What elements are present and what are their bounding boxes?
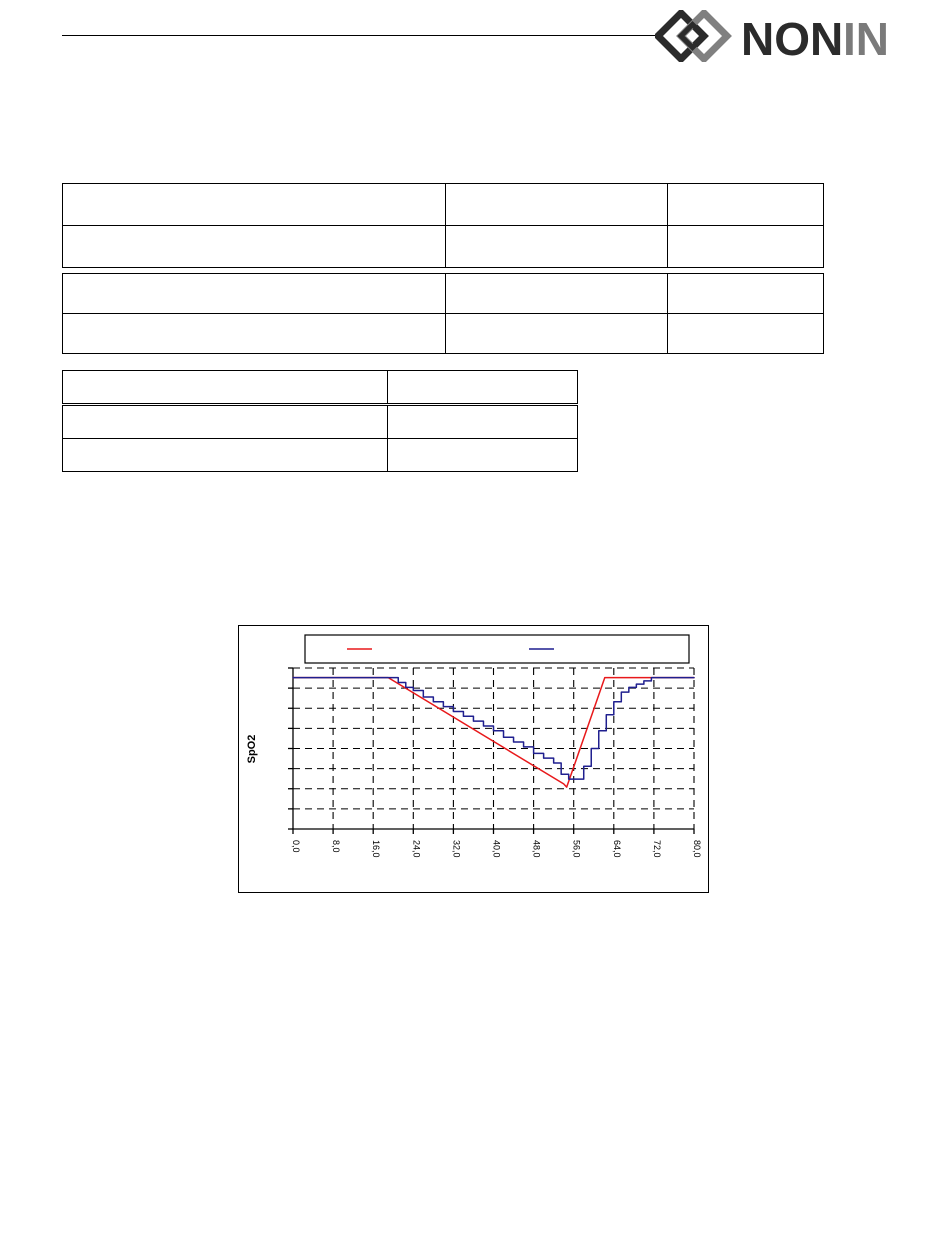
chart-series-series-blue (292, 676, 695, 780)
table-cell-right (667, 273, 824, 314)
chart-ylabel: SpO2 (246, 735, 258, 764)
table-row (62, 438, 578, 472)
table-cell-mid (445, 183, 668, 226)
chart-grid-horizontal (293, 667, 694, 830)
specifications-table-c (62, 370, 578, 472)
header-rule (62, 35, 660, 36)
chart-xticks (292, 829, 695, 834)
brand-wordmark-dark: NON (741, 13, 843, 62)
table-cell-value (387, 438, 578, 472)
table-row (62, 225, 824, 268)
table-cell-label (62, 225, 446, 268)
table-cell-label (62, 313, 446, 354)
chart-xtick-label: 64,0 (612, 840, 622, 858)
table-cell-mid (445, 313, 668, 354)
chart-xtick-label: 16,0 (371, 840, 381, 858)
table-row (62, 273, 824, 314)
chart-xtick-label: 32,0 (451, 840, 461, 858)
chart-grid-vertical (332, 668, 695, 829)
table-row (62, 313, 824, 354)
table-cell-right (667, 225, 824, 268)
chart-series (292, 676, 695, 788)
chart-xtick-labels: 0,0 8,0 16,0 24,0 32,0 40,0 48,0 56,0 64,0 72,0 80… (291, 840, 702, 858)
chart-xtick-label: 72,0 (652, 840, 662, 858)
chart-xtick-label: 80,0 (692, 840, 702, 858)
nonin-logo: NON IN (655, 10, 895, 62)
table-cell-value (387, 370, 578, 406)
table-cell-right (667, 313, 824, 354)
spo2-chart-svg: 0,0 8,0 16,0 24,0 32,0 40,0 48,0 56,0 64,0 72,0 80… (246, 634, 702, 858)
spo2-chart-figure: 0,0 8,0 16,0 24,0 32,0 40,0 48,0 56,0 64,0 72,0 80… (238, 625, 709, 893)
table-cell-label (62, 183, 446, 226)
brand-wordmark-light: IN (843, 13, 889, 62)
chart-xtick-label: 56,0 (572, 840, 582, 858)
diamond-core-icon (677, 20, 708, 52)
table-row (62, 183, 824, 226)
specifications-table-b (62, 273, 824, 354)
table-row (62, 404, 578, 439)
table-cell-label (62, 273, 446, 314)
nonin-logo-svg: NON IN (655, 10, 889, 62)
specifications-table-a (62, 183, 824, 268)
table-row (62, 370, 578, 406)
table-cell-label (62, 370, 388, 406)
table-cell-value (387, 404, 578, 439)
chart-yticks (288, 667, 293, 830)
chart-xtick-label: 24,0 (411, 840, 421, 858)
chart-xtick-label: 48,0 (532, 840, 542, 858)
table-cell-label (62, 438, 388, 472)
table-cell-mid (445, 225, 668, 268)
table-cell-mid (445, 273, 668, 314)
chart-xtick-label: 8,0 (331, 840, 341, 853)
table-cell-right (667, 183, 824, 226)
chart-xtick-label: 40,0 (492, 840, 502, 858)
chart-xtick-label: 0,0 (291, 840, 301, 853)
table-cell-label (62, 404, 388, 439)
